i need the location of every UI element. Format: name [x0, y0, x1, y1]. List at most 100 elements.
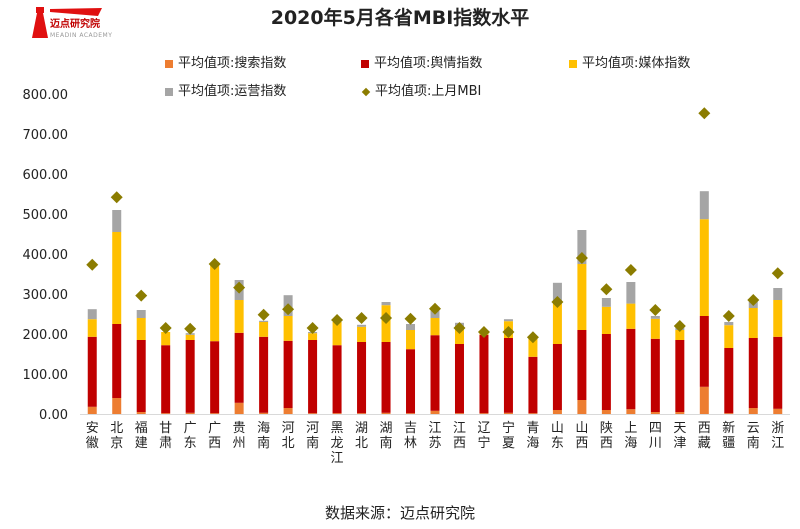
mbi-marker [355, 312, 368, 324]
bar-segment-search [650, 412, 660, 414]
mbi-marker [429, 302, 441, 315]
bar-segment-search [675, 412, 685, 414]
mbi-marker [453, 322, 466, 334]
bar-segment-operation [699, 191, 709, 220]
bar-segment-opinion [528, 356, 538, 414]
mbi-marker [331, 314, 344, 326]
bar-segment-search [430, 410, 440, 414]
bar-segment-opinion [283, 340, 293, 408]
bar-segment-search [748, 408, 758, 414]
x-tick-label: 广西 [208, 421, 221, 451]
bar-segment-operation [136, 310, 146, 318]
mbi-marker [86, 258, 99, 271]
mbi-marker [649, 304, 662, 316]
bar-segment-opinion [748, 338, 758, 408]
bar-segment-opinion [626, 328, 636, 410]
x-tick-label: 江西 [453, 421, 466, 451]
bar-segment-opinion [479, 334, 489, 414]
y-tick-label: 700.00 [23, 128, 69, 143]
bar-segment-media [210, 264, 220, 342]
bar-segment-search [357, 413, 367, 414]
mbi-marker [624, 264, 637, 276]
mbi-marker [257, 308, 270, 321]
legend-label: 平均值项:搜索指数 [178, 56, 287, 71]
bar-segment-opinion [185, 340, 195, 413]
mbi-marker [380, 312, 393, 324]
bar-segment-media [112, 232, 122, 324]
x-tick-label: 浙江 [771, 421, 784, 451]
x-tick-label: 辽宁 [477, 421, 490, 451]
bar-segment-search [112, 398, 122, 414]
mbi-marker [771, 267, 784, 280]
y-tick-label: 100.00 [23, 368, 69, 383]
mbi-marker [404, 312, 417, 325]
logo-text: 迈点研究院 [50, 19, 100, 30]
bar-segment-media [577, 264, 587, 330]
y-tick-label: 500.00 [23, 208, 69, 223]
bar-segment-opinion [357, 342, 367, 414]
logo-subtext: MEADIN ACADEMY [50, 32, 113, 39]
lighthouse-logo-icon [32, 7, 48, 38]
bar-segment-opinion [210, 341, 220, 414]
x-tick-label: 湖北 [355, 421, 368, 451]
bar-segment-search [136, 412, 146, 414]
x-tick-label: 江苏 [428, 421, 441, 451]
bar-segment-opinion [161, 345, 171, 414]
mbi-marker [722, 310, 735, 322]
x-tick-label: 河北 [282, 421, 295, 451]
bar-segment-media [332, 322, 342, 346]
bar-segment-media [748, 308, 758, 338]
bar-segment-media [454, 328, 464, 344]
legend-item-search[interactable]: 平均值项:搜索指数 [165, 56, 286, 72]
bar-segment-operation [381, 302, 391, 306]
x-tick-label: 西藏 [698, 421, 711, 451]
bar-segment-media [234, 300, 244, 333]
legend-item-opinion[interactable]: 平均值项:舆情指数 [361, 56, 482, 72]
y-tick-label: 600.00 [23, 168, 69, 183]
mbi-marker [477, 326, 490, 338]
bar-segment-operation [503, 319, 513, 322]
legend-item-operation[interactable]: 平均值项:运营指数 [165, 84, 286, 100]
x-tick-label: 新疆 [722, 420, 735, 451]
bar-segment-opinion [699, 316, 709, 387]
logo [28, 4, 52, 40]
bar-segment-search [259, 412, 269, 414]
bar-segment-search [283, 408, 293, 414]
bar-segment-search [528, 413, 538, 414]
legend-item-mbi[interactable]: 平均值项:上月MBI [361, 84, 481, 100]
bar-segment-operation [552, 282, 562, 303]
bar-segment-operation [87, 309, 97, 320]
x-tick-label: 贵州 [233, 421, 246, 451]
y-tick-label: 400.00 [23, 248, 69, 263]
legend-swatch-media [569, 60, 577, 68]
bar-segment-opinion [724, 348, 734, 414]
mbi-marker [208, 258, 221, 270]
bar-segment-search [406, 413, 416, 414]
bar-segment-operation [773, 288, 783, 300]
legend-item-media[interactable]: 平均值项:媒体指数 [569, 56, 690, 72]
bar-segment-search [234, 402, 244, 414]
x-tick-label: 河南 [306, 421, 319, 451]
bar-segment-media [406, 330, 416, 350]
x-tick-label: 四川 [649, 421, 662, 451]
x-tick-label: 山西 [575, 421, 588, 451]
bar-segment-operation [406, 324, 416, 330]
mbi-marker [135, 289, 148, 302]
x-tick-label: 天津 [673, 421, 686, 451]
bar-segment-search [503, 412, 513, 414]
bar-segment-media [87, 319, 97, 337]
legend: 平均值项:搜索指数 平均值项:舆情指数 平均值项:媒体指数 平均值项:运营指数 … [165, 56, 765, 106]
bar-segment-operation [601, 298, 611, 307]
x-tick-label: 山东 [551, 421, 564, 451]
bar-segment-operation [577, 230, 587, 264]
mbi-marker [600, 283, 613, 296]
x-tick-label: 青海 [526, 421, 539, 451]
mbi-marker [673, 320, 686, 332]
bar-segment-media [675, 330, 685, 340]
bar-segment-search [773, 408, 783, 414]
mbi-marker [233, 281, 246, 294]
logo-beam-icon [50, 8, 102, 16]
legend-label: 平均值项:运营指数 [178, 84, 287, 99]
bar-segment-media [552, 302, 562, 344]
